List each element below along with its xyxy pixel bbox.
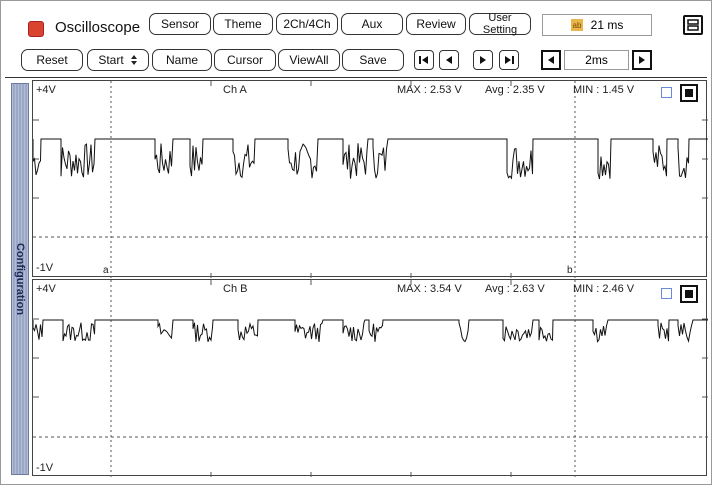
start-select[interactable]: Start [87,49,149,71]
configuration-label: Configuration [14,242,26,316]
channel-b-waveform [33,319,708,343]
skip-to-end-icon[interactable] [499,50,519,70]
skip-to-start-icon[interactable] [414,50,434,70]
timebase-increase-icon[interactable] [632,50,652,70]
cursor-b-label: b [567,265,573,276]
channel-a-checkbox[interactable] [661,87,672,98]
oscilloscope-app-icon[interactable] [28,21,44,37]
toolbar-divider [5,77,707,78]
channel-a-grid [33,81,708,278]
channel-a-top-scale: +4V [36,84,56,96]
layout-menu-icon[interactable] [683,15,703,35]
theme-button[interactable]: Theme [213,13,273,35]
channel-a-waveform [33,138,708,180]
timebase-value: 2ms [564,50,629,70]
cursor-a-label: a [103,265,109,276]
app-title: Oscilloscope [55,19,141,36]
sensor-button[interactable]: Sensor [149,13,211,35]
channel-a-min: MIN : 1.45 V [573,84,635,96]
configuration-sidebar[interactable]: Configuration [11,83,29,475]
channel-b-display-toggle-icon[interactable] [680,285,698,303]
channel-b-name: Ch B [223,283,248,295]
reset-button[interactable]: Reset [21,49,83,71]
start-select-label: Start [98,53,124,67]
time-readout-value: 21 ms [590,18,624,32]
channel-a-plot[interactable]: +4V Ch A MAX : 2.53 V Avg : 2.35 V MIN :… [32,80,708,278]
save-button[interactable]: Save [342,49,404,71]
channel-b-bottom-scale: -1V [36,462,54,474]
step-back-icon[interactable] [439,50,459,70]
cursor-button[interactable]: Cursor [214,49,276,71]
channel-b-checkbox[interactable] [661,288,672,299]
review-button[interactable]: Review [406,13,466,35]
step-forward-icon[interactable] [473,50,493,70]
channel-a-max: MAX : 2.53 V [397,84,462,96]
channel-b-plot[interactable]: +4V Ch B MAX : 3.54 V Avg : 2.63 V MIN :… [32,279,708,477]
timebase-decrease-icon[interactable] [541,50,561,70]
channel-a-display-toggle-icon[interactable] [680,84,698,102]
channel-a-name: Ch A [223,84,247,96]
updown-chevron-icon [130,55,137,65]
user-setting-button[interactable]: User Setting [469,12,531,36]
name-button[interactable]: Name [152,49,212,71]
channel-b-min: MIN : 2.46 V [573,283,635,295]
ab-timer-icon: ab [570,19,583,31]
viewall-button[interactable]: ViewAll [278,49,340,71]
channel-b-top-scale: +4V [36,283,56,295]
channel-a-avg: Avg : 2.35 V [485,84,545,96]
aux-button[interactable]: Aux [341,13,403,35]
channels-button[interactable]: 2Ch/4Ch [276,13,338,35]
channel-b-grid [33,280,708,477]
channel-a-bottom-scale: -1V [36,262,54,274]
channel-b-max: MAX : 3.54 V [397,283,462,295]
svg-text:ab: ab [572,21,581,30]
channel-b-avg: Avg : 2.63 V [485,283,545,295]
time-readout: ab 21 ms [542,14,652,36]
